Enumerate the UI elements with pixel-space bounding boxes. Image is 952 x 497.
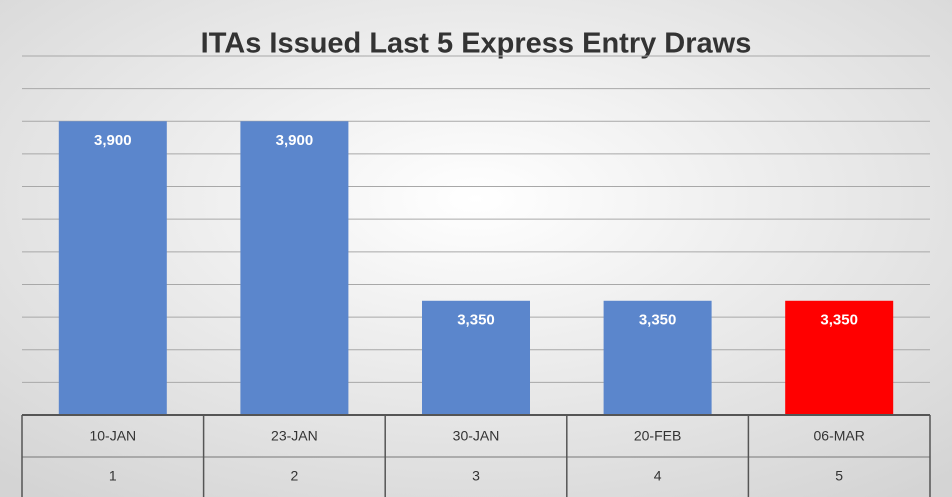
x-sub-label: 5 (835, 468, 843, 484)
value-label: 3,350 (820, 312, 858, 329)
value-label: 3,350 (457, 312, 495, 329)
chart-title: ITAs Issued Last 5 Express Entry Draws (201, 28, 752, 60)
bar (240, 121, 349, 415)
x-tick-label: 10-JAN (89, 428, 136, 444)
x-tick-label: 23-JAN (271, 428, 318, 444)
x-tick-label: 06-MAR (814, 428, 865, 444)
bar (603, 300, 712, 415)
x-sub-label: 1 (109, 468, 117, 484)
bar (58, 121, 167, 415)
value-label: 3,900 (276, 132, 314, 149)
bar (785, 300, 894, 415)
x-tick-label: 20-FEB (634, 428, 681, 444)
x-sub-label: 2 (291, 468, 299, 484)
x-sub-label: 3 (472, 468, 480, 484)
x-tick-label: 30-JAN (453, 428, 500, 444)
x-sub-label: 4 (654, 468, 662, 484)
value-label: 3,900 (94, 132, 132, 149)
value-label: 3,350 (639, 312, 677, 329)
bar (422, 300, 530, 415)
